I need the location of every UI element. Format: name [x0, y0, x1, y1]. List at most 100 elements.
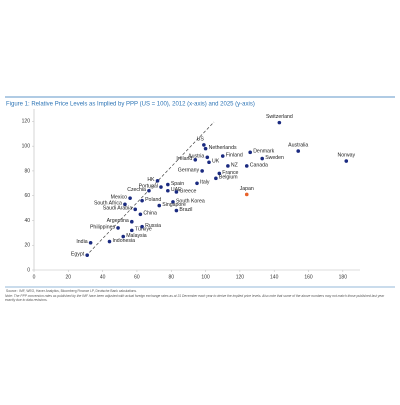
y-tick-label: 40	[24, 218, 30, 224]
x-tick-label: 60	[134, 274, 140, 280]
point-label: Australia	[288, 142, 308, 148]
point	[200, 169, 204, 173]
source-note: Source : IMF, WEO, Haver Analytics, Bloo…	[6, 289, 137, 293]
y-tick-label: 80	[24, 168, 30, 174]
point-label: Austria	[188, 154, 204, 160]
point-label: Italy	[200, 180, 210, 186]
point	[130, 228, 134, 233]
point-label: Philippines	[90, 224, 115, 230]
point	[123, 202, 127, 207]
point	[195, 181, 199, 186]
point-label: Switzerland	[266, 114, 293, 120]
point-label: Norway	[337, 152, 355, 158]
point-label: US	[197, 136, 205, 142]
point	[138, 212, 143, 217]
point	[244, 164, 249, 168]
point-label: Argentina	[107, 218, 129, 224]
point-label: Poland	[145, 197, 161, 203]
point	[107, 239, 112, 244]
point	[277, 120, 282, 125]
point-label: Spain	[171, 181, 184, 187]
point-label: South Korea	[176, 198, 205, 204]
x-tick-label: 20	[66, 274, 72, 280]
point	[116, 226, 120, 230]
point-label: NZ	[231, 162, 238, 168]
point	[140, 198, 144, 203]
point-label: UK	[212, 159, 220, 165]
point	[217, 171, 222, 176]
point	[157, 203, 162, 208]
point	[174, 208, 179, 213]
x-tick-label: 40	[100, 274, 106, 280]
point	[244, 192, 249, 197]
point-label: Sweden	[265, 155, 284, 161]
point	[248, 150, 252, 155]
point	[140, 224, 144, 229]
y-tick-label: 20	[24, 243, 30, 249]
point-label: Japan	[240, 186, 254, 192]
point	[147, 188, 151, 193]
point-label: Ireland	[176, 156, 192, 162]
point-label: France	[222, 170, 238, 176]
point-label: Portugal	[139, 183, 158, 189]
point-label: Egypt	[71, 252, 85, 258]
point	[130, 219, 134, 224]
point	[171, 200, 175, 204]
point	[133, 207, 138, 212]
point	[174, 190, 179, 194]
point	[220, 154, 225, 158]
point	[202, 143, 206, 147]
point-label: Brazil	[179, 207, 192, 213]
point	[166, 182, 170, 187]
point	[193, 157, 198, 162]
note-box: Note: The PPP conversion rates as publis…	[5, 294, 385, 302]
point-label: Indonesia	[112, 238, 135, 244]
y-tick-label: 0	[27, 267, 30, 273]
x-tick-label: 100	[201, 274, 210, 280]
y-tick-label: 60	[24, 193, 30, 199]
point	[226, 164, 230, 168]
point	[121, 234, 126, 239]
point	[159, 185, 163, 189]
point	[344, 159, 349, 163]
point	[203, 146, 208, 151]
y-tick-label: 100	[22, 143, 31, 149]
point-label: HK	[147, 177, 155, 183]
chart-title: Figure 1: Relative Price Levels as Impli…	[6, 102, 255, 108]
point-label: South Africa	[94, 201, 122, 207]
point-label: Greece	[179, 188, 196, 194]
point-label: China	[143, 211, 157, 217]
x-tick-label: 80	[168, 274, 174, 280]
point	[260, 156, 265, 161]
point-label: Russia	[145, 223, 161, 229]
point-label: India	[76, 239, 87, 245]
point-label: Mexico	[111, 195, 128, 201]
point-label: Canada	[250, 162, 268, 168]
point-label: Singapore	[162, 202, 186, 208]
point	[166, 188, 170, 193]
x-tick-label: 0	[33, 274, 36, 280]
point	[205, 155, 210, 160]
point-label: Netherlands	[209, 145, 237, 151]
note: Note: The PPP conversion rates as publis…	[5, 294, 385, 302]
point	[155, 179, 160, 183]
point-label: Türkiye	[135, 227, 152, 233]
x-tick-label: 160	[304, 274, 313, 280]
x-tick-label: 180	[339, 274, 348, 280]
point	[85, 253, 89, 257]
x-tick-label: 120	[236, 274, 245, 280]
point	[88, 240, 93, 245]
point-label: Belgium	[219, 175, 238, 181]
point-label: Germany	[178, 167, 200, 173]
point-label: Malaysia	[126, 233, 147, 239]
point-label: Saudi Arabia	[103, 206, 133, 212]
point	[207, 160, 211, 165]
x-tick-label: 140	[270, 274, 279, 280]
point	[296, 149, 301, 153]
point	[128, 196, 132, 200]
point-label: Czechia	[127, 187, 146, 193]
point-label: Finland	[226, 152, 243, 158]
point-label: Denmark	[253, 149, 274, 155]
reference-line	[85, 121, 215, 257]
